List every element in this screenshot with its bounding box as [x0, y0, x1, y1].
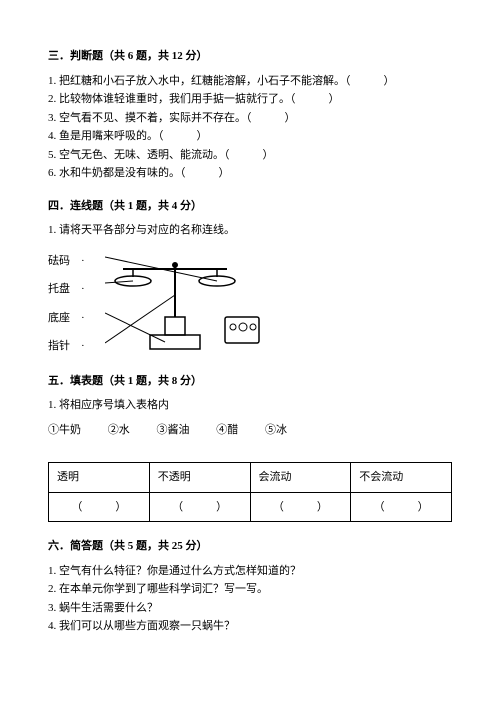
cell-blank: （ ）: [250, 492, 351, 522]
judge-item: 4. 鱼是用嘴来呼吸的。（ ）: [48, 128, 452, 145]
short-answer-item: 4. 我们可以从哪些方面观察一只蜗牛？: [48, 618, 452, 635]
th-opaque: 不透明: [149, 463, 250, 493]
option-5: ⑤冰: [265, 422, 287, 439]
label-pointer: 指针 ·: [48, 338, 85, 355]
matching-labels: 砝码 · 托盘 · 底座 · 指针 ·: [48, 249, 85, 355]
option-4: ④醋: [216, 422, 238, 439]
judge-item: 5. 空气无色、无味、透明、能流动。（ ）: [48, 147, 452, 164]
section-5-title: 五．填表题（共 1 题，共 8 分）: [48, 373, 452, 390]
section-5-q: 1. 将相应序号填入表格内: [48, 397, 452, 414]
judge-item: 1. 把红糖和小石子放入水中，红糖能溶解，小石子不能溶解。（ ）: [48, 73, 452, 90]
short-answer-item: 2. 在本单元你学到了哪些科学词汇？写一写。: [48, 581, 452, 598]
th-flow: 会流动: [250, 463, 351, 493]
section-3-title: 三．判断题（共 6 题，共 12 分）: [48, 48, 452, 65]
judge-item: 3. 空气看不见、摸不着，实际并不存在。（ ）: [48, 110, 452, 127]
cell-blank: （ ）: [149, 492, 250, 522]
label-pan: 托盘 ·: [48, 281, 85, 298]
options-line: ①牛奶 ②水 ③酱油 ④醋 ⑤冰: [48, 422, 452, 439]
matching-area: 砝码 · 托盘 · 底座 · 指针 ·: [48, 247, 452, 357]
section-4-q: 1. 请将天平各部分与对应的名称连线。: [48, 222, 452, 239]
fill-table: 透明 不透明 会流动 不会流动 （ ） （ ） （ ） （ ）: [48, 462, 452, 522]
judge-item: 6. 水和牛奶都是没有味的。（ ）: [48, 165, 452, 182]
label-base: 底座 ·: [48, 310, 85, 327]
section-4-title: 四．连线题（共 1 题，共 4 分）: [48, 198, 452, 215]
th-transparent: 透明: [49, 463, 150, 493]
cell-blank: （ ）: [49, 492, 150, 522]
judge-item: 2. 比较物体谁轻谁重时，我们用手掂一掂就行了。（ ）: [48, 91, 452, 108]
option-2: ②水: [108, 422, 130, 439]
option-3: ③酱油: [157, 422, 190, 439]
short-answer-item: 1. 空气有什么特征？你是通过什么方式怎样知道的？: [48, 563, 452, 580]
short-answer-item: 3. 蜗牛生活需要什么？: [48, 600, 452, 617]
label-weight: 砝码 ·: [48, 253, 85, 270]
cell-blank: （ ）: [351, 492, 452, 522]
option-1: ①牛奶: [48, 422, 81, 439]
th-noflow: 不会流动: [351, 463, 452, 493]
section-6-title: 六．简答题（共 5 题，共 25 分）: [48, 538, 452, 555]
section-3-list: 1. 把红糖和小石子放入水中，红糖能溶解，小石子不能溶解。（ ） 2. 比较物体…: [48, 73, 452, 182]
section-6-list: 1. 空气有什么特征？你是通过什么方式怎样知道的？ 2. 在本单元你学到了哪些科…: [48, 563, 452, 635]
balance-scale-diagram: [105, 247, 265, 357]
